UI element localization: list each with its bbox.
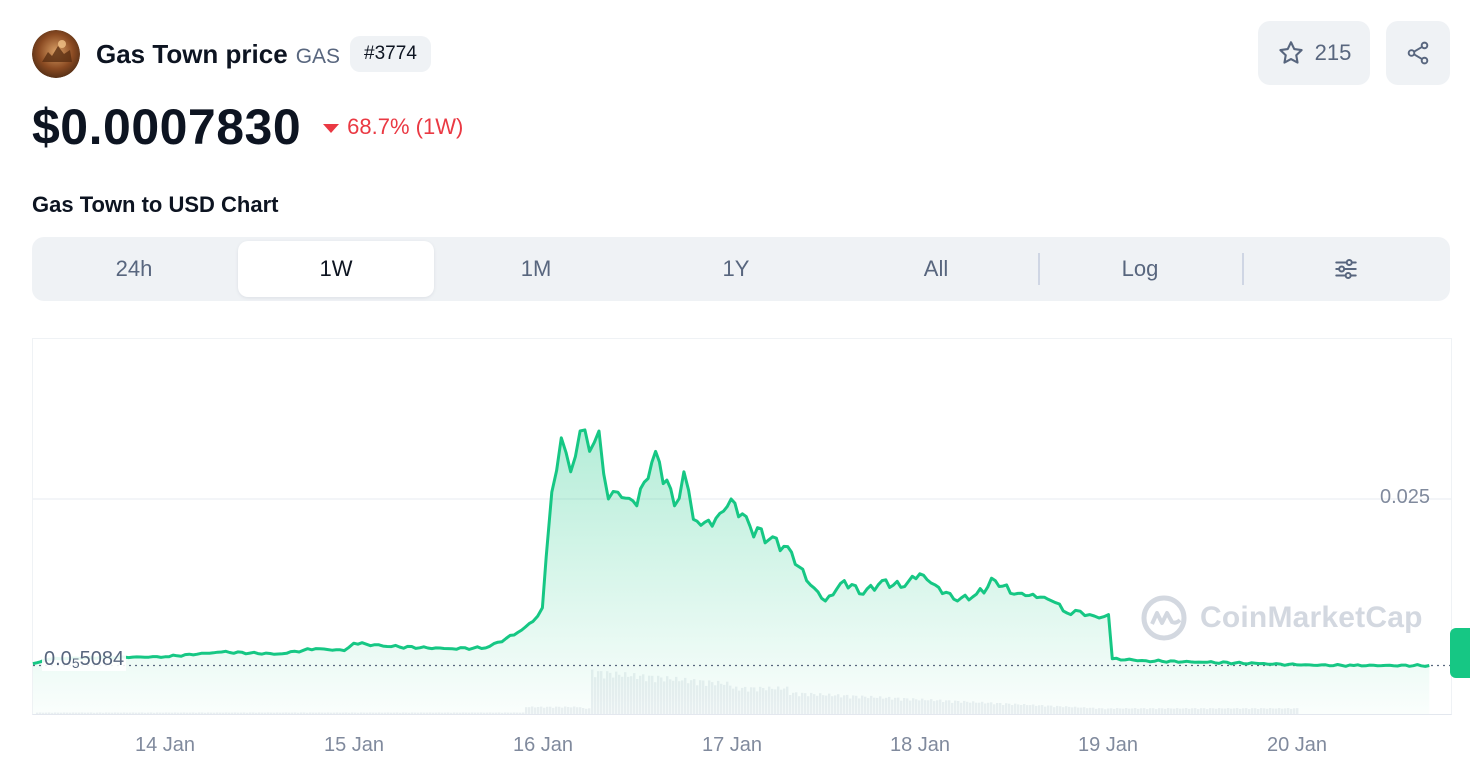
chart-settings-button[interactable] bbox=[1246, 241, 1446, 297]
x-tick-label: 19 Jan bbox=[1077, 734, 1139, 756]
baseline-price-label: 0.055084 bbox=[42, 648, 127, 671]
x-tick-label: 17 Jan bbox=[701, 734, 763, 756]
price-line bbox=[32, 428, 1430, 668]
current-price: $0.0007830 bbox=[32, 99, 302, 155]
share-icon bbox=[1407, 41, 1429, 65]
sliders-icon bbox=[1335, 259, 1357, 279]
chart-title: Gas Town to USD Chart bbox=[32, 192, 279, 217]
price-change-value: 68.7% (1W) bbox=[347, 114, 464, 139]
coin-symbol: GAS bbox=[295, 45, 341, 68]
watchlist-button[interactable]: 215 bbox=[1258, 21, 1370, 85]
current-price-tag bbox=[1450, 628, 1470, 678]
watchlist-count: 215 bbox=[1314, 40, 1352, 65]
gas-town-logo-icon bbox=[32, 30, 80, 78]
rank-badge: #3774 bbox=[350, 36, 431, 72]
price-area bbox=[32, 429, 1430, 714]
x-tick-label: 16 Jan bbox=[512, 734, 574, 756]
watermark-text: CoinMarketCap bbox=[1200, 601, 1423, 634]
chart-range-tabs: 24h 1W 1M 1Y All Log bbox=[32, 237, 1450, 301]
caret-down-icon bbox=[323, 123, 340, 133]
x-tick-label: 15 Jan bbox=[323, 734, 385, 756]
price-row: $0.0007830 68.7% (1W) bbox=[32, 96, 463, 158]
coinmarketcap-logo-icon bbox=[1141, 595, 1187, 641]
tab-1w[interactable]: 1W bbox=[238, 241, 434, 297]
tab-all[interactable]: All bbox=[923, 256, 949, 281]
price-chart[interactable] bbox=[32, 338, 1452, 715]
star-icon bbox=[1278, 41, 1303, 64]
x-tick-label: 20 Jan bbox=[1266, 734, 1328, 756]
price-change: 68.7% (1W) bbox=[323, 114, 463, 140]
tab-divider bbox=[1038, 253, 1040, 285]
x-tick-label: 18 Jan bbox=[889, 734, 951, 756]
coinmarketcap-watermark: CoinMarketCap bbox=[1140, 594, 1423, 642]
share-button[interactable] bbox=[1386, 21, 1450, 85]
coin-header: Gas Town price GAS #3774 bbox=[32, 28, 431, 80]
tab-1y[interactable]: 1Y bbox=[722, 256, 750, 281]
coin-name: Gas Town price bbox=[96, 38, 288, 69]
tab-log[interactable]: Log bbox=[1121, 256, 1159, 281]
x-tick-label: 14 Jan bbox=[134, 734, 196, 756]
y-tick-label: 0.025 bbox=[1380, 486, 1431, 508]
tab-1m[interactable]: 1M bbox=[520, 256, 552, 281]
tab-24h[interactable]: 24h bbox=[115, 256, 153, 281]
tab-divider bbox=[1242, 253, 1244, 285]
